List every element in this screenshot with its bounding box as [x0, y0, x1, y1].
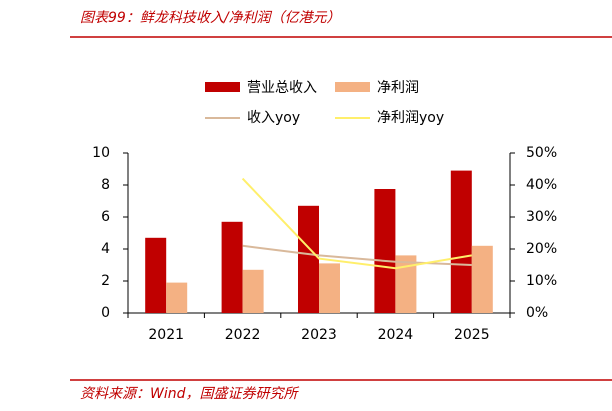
bar — [450, 170, 472, 313]
line-series — [241, 177, 472, 270]
y2-tick-label: 20% — [526, 241, 557, 257]
y-tick-label: 6 — [101, 209, 110, 225]
chart-title: 图表99：鲜龙科技收入/净利润（亿港元） — [80, 10, 341, 26]
bar — [395, 255, 417, 313]
legend-label: 收入yoy — [247, 110, 300, 126]
legend-swatch — [205, 82, 240, 92]
legend-swatch — [335, 82, 370, 92]
x-tick-label: 2023 — [301, 327, 337, 343]
legend-label: 营业总收入 — [247, 80, 317, 96]
y2-tick-label: 10% — [526, 273, 557, 289]
x-tick-label: 2022 — [225, 327, 261, 343]
x-tick-label: 2024 — [378, 327, 414, 343]
bar — [166, 282, 188, 313]
bar — [319, 263, 340, 313]
bar — [471, 245, 493, 313]
bar — [298, 205, 319, 313]
y2-tick-label: 0% — [526, 305, 548, 321]
line-series — [242, 244, 472, 266]
x-tick-label: 2025 — [454, 327, 490, 343]
y2-tick-label: 30% — [526, 209, 557, 225]
legend-label: 净利润yoy — [377, 110, 444, 126]
x-tick-label: 2021 — [148, 327, 184, 343]
y-tick-label: 10 — [92, 145, 110, 161]
legend-label: 净利润 — [377, 80, 419, 96]
bar — [374, 189, 396, 313]
y-tick-label: 2 — [101, 273, 110, 289]
bar — [145, 237, 167, 313]
y2-tick-label: 50% — [526, 145, 557, 161]
bar — [242, 269, 264, 313]
y-tick-label: 4 — [101, 241, 110, 257]
bar — [221, 221, 243, 313]
y-tick-label: 0 — [101, 305, 110, 321]
y2-tick-label: 40% — [526, 177, 557, 193]
y-tick-label: 8 — [101, 177, 110, 193]
source-note: 资料来源：Wind，国盛证券研究所 — [80, 386, 299, 402]
